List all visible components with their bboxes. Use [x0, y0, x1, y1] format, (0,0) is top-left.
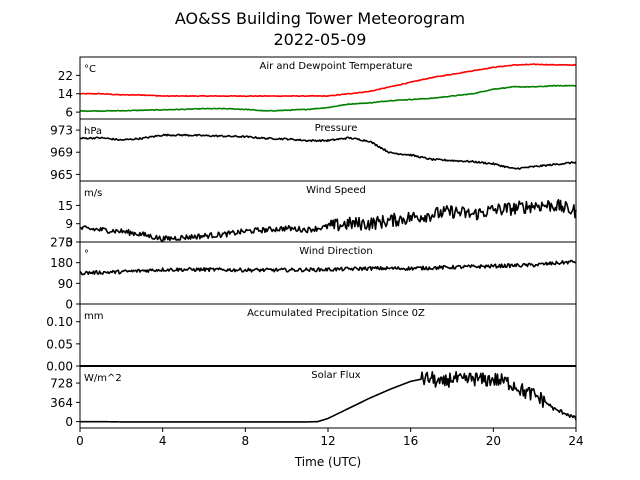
panel-title-precipitation: Accumulated Precipitation Since 0Z: [247, 308, 425, 319]
y-tick-label: 728: [50, 377, 73, 391]
figure-subtitle: 2022-05-09: [274, 30, 367, 49]
x-axis-label: Time (UTC): [294, 455, 361, 469]
panel-unit-wind-direction: °: [84, 249, 89, 260]
x-tick-label: 24: [568, 434, 583, 448]
y-tick-label: 364: [50, 396, 73, 410]
x-tick-label: 20: [486, 434, 501, 448]
y-tick-label: 9: [65, 217, 73, 231]
y-tick-label: 0: [65, 298, 73, 312]
y-tick-label: 14: [58, 87, 73, 101]
y-tick-label: 90: [58, 277, 73, 291]
panel-unit-temperature: °C: [84, 64, 96, 75]
y-tick-label: 969: [50, 146, 73, 160]
panel-unit-pressure: hPa: [84, 126, 102, 137]
y-tick-label: 973: [50, 124, 73, 138]
panels: Air and Dewpoint Temperature °C 6 14 22 Press…: [46, 56, 577, 429]
x-tick-label: 8: [242, 434, 250, 448]
panel-unit-solar-flux: W/m^2: [84, 373, 122, 384]
y-tick-label: 0: [65, 415, 73, 429]
series-line-solar-flux-0: [80, 370, 577, 423]
series-line-pressure-0: [79, 133, 577, 170]
figure-title: AO&SS Building Tower Meteorogram: [175, 9, 465, 28]
x-axis: 0 4 8 12 16 20 24: [76, 428, 584, 448]
panel-title-temperature: Air and Dewpoint Temperature: [260, 61, 413, 72]
panel-unit-precipitation: mm: [84, 311, 103, 322]
x-tick-label: 4: [159, 434, 167, 448]
series-line-temperature-1: [79, 84, 577, 113]
panel-title-wind-direction: Wind Direction: [299, 246, 373, 257]
y-tick-label: 0.05: [46, 337, 73, 351]
x-tick-label: 12: [320, 434, 335, 448]
y-tick-label: 0.00: [46, 360, 73, 374]
x-tick-label: 16: [403, 434, 418, 448]
series-line-temperature-0: [79, 63, 577, 98]
y-tick-label: 6: [65, 106, 73, 120]
series-line-wind-direction-0: [79, 259, 577, 276]
y-tick-label: 180: [50, 256, 73, 270]
y-tick-label: 22: [58, 69, 73, 83]
panel-title-wind-speed: Wind Speed: [306, 185, 366, 196]
panel-unit-wind-speed: m/s: [84, 188, 102, 199]
panel-title-solar-flux: Solar Flux: [311, 370, 361, 381]
x-tick-label: 0: [76, 434, 84, 448]
y-tick-label: 965: [50, 168, 73, 182]
y-tick-label: 270: [50, 236, 73, 250]
y-tick-label: 3: [65, 236, 73, 250]
y-tick-label: 0.10: [46, 315, 73, 329]
y-tick-label: 15: [58, 199, 73, 213]
panel-title-pressure: Pressure: [315, 123, 358, 134]
